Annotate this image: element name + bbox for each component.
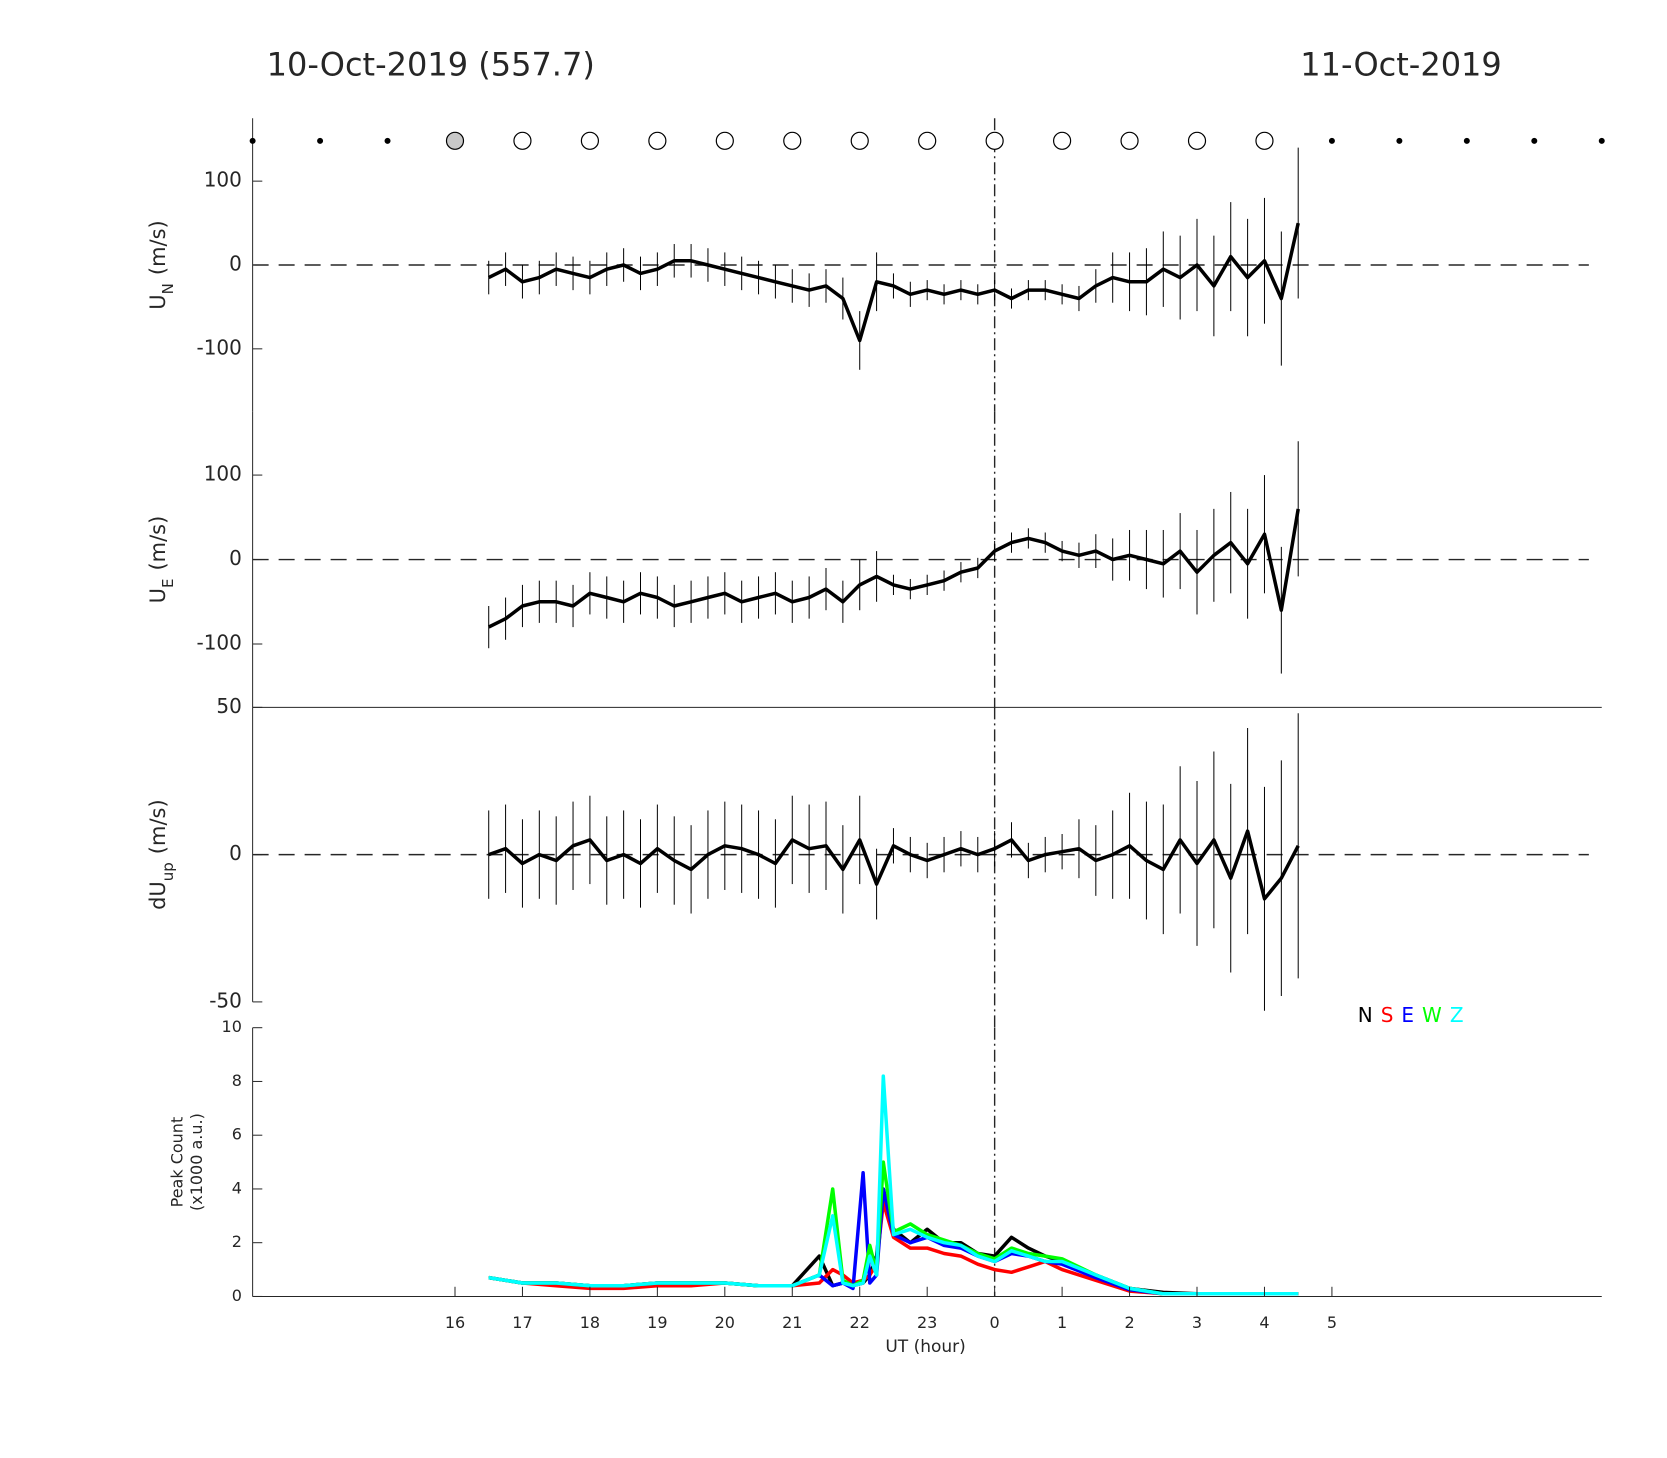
sky-marker — [648, 131, 667, 150]
sky-marker — [513, 131, 532, 150]
legend-entry: W — [1422, 1002, 1442, 1026]
sky-marker — [715, 131, 734, 150]
series-line — [488, 829, 1300, 901]
y-tick-label: 100 — [204, 168, 242, 192]
series-line — [488, 1187, 1299, 1296]
y-tick-label: 50 — [216, 694, 241, 718]
sky-marker — [850, 131, 869, 150]
y-tick-label: -100 — [196, 335, 241, 359]
x-tick-label: 18 — [580, 1313, 600, 1332]
y-tick-label: -50 — [209, 988, 242, 1012]
sky-marker — [1531, 137, 1538, 144]
series-line — [487, 222, 1300, 343]
x-tick-label: 5 — [1327, 1313, 1337, 1332]
y-label-text: Peak Count — [167, 1117, 186, 1208]
y-tick-label: 0 — [229, 841, 242, 865]
y-label: Peak Count — [167, 1117, 186, 1208]
title: 10-Oct-2019 (557.7) — [267, 46, 595, 84]
x-tick-label: 16 — [445, 1313, 465, 1332]
sky-marker — [1120, 131, 1139, 150]
y-tick-label: 2 — [232, 1232, 242, 1251]
sky-marker — [1255, 131, 1274, 150]
x-tick-label: 22 — [850, 1313, 870, 1332]
y-tick-label: 0 — [232, 1286, 242, 1305]
y-label-unit: (m/s) — [146, 799, 170, 854]
y-label: UE (m/s) — [146, 516, 177, 604]
series-line — [488, 1074, 1299, 1296]
y-label-text: U — [146, 588, 170, 603]
x-label: UT (hour) — [885, 1337, 965, 1357]
sky-marker — [1598, 137, 1605, 144]
x-tick-label: 3 — [1192, 1313, 1202, 1332]
y-label: UN (m/s) — [146, 220, 177, 309]
x-tick-label: 21 — [782, 1313, 802, 1332]
y-tick-label: 0 — [229, 546, 242, 570]
series-line — [487, 508, 1300, 629]
x-tick-label: 1 — [1057, 1313, 1067, 1332]
y-label-sub: E — [159, 579, 177, 588]
x-tick-label: 2 — [1124, 1313, 1134, 1332]
y-tick-label: 6 — [232, 1125, 242, 1144]
series-line — [488, 1200, 1299, 1296]
x-tick-label: 17 — [512, 1313, 532, 1332]
sky-marker — [918, 131, 937, 150]
subtitle: 11-Oct-2019 — [1300, 46, 1501, 84]
x-tick-label: 0 — [990, 1313, 1000, 1332]
y-label-text: U — [146, 294, 170, 309]
x-tick-label: 4 — [1259, 1313, 1269, 1332]
x-tick-label: 20 — [715, 1313, 735, 1332]
sky-marker — [384, 137, 391, 144]
sky-marker — [1187, 131, 1207, 150]
sky-marker — [1328, 137, 1335, 144]
sky-marker — [317, 137, 324, 144]
sky-marker — [580, 131, 600, 150]
y-tick-label: 100 — [204, 462, 242, 486]
y-label-unit: (x1000 a.u.) — [187, 1113, 206, 1211]
y-tick-label: 10 — [222, 1017, 242, 1036]
legend-entry: Z — [1450, 1002, 1464, 1026]
x-tick-label: 23 — [917, 1313, 937, 1332]
sky-marker — [1052, 131, 1072, 150]
legend-entry: N — [1358, 1002, 1373, 1026]
sky-marker — [783, 131, 802, 150]
y-label-unit: (m/s) — [146, 220, 170, 275]
y-label-unit: (m/s) — [146, 516, 170, 571]
sky-marker — [445, 131, 465, 150]
y-label-text: dU — [146, 881, 170, 910]
y-tick-label: -100 — [196, 631, 241, 655]
sky-marker — [1396, 137, 1403, 144]
y-tick-label: 8 — [232, 1071, 242, 1090]
legend-entry: S — [1381, 1002, 1394, 1026]
y-label-sub: up — [159, 862, 177, 881]
y-tick-label: 4 — [232, 1178, 242, 1197]
legend-entry: E — [1401, 1002, 1414, 1026]
y-tick-label: 0 — [229, 251, 242, 275]
y-label-sub: N — [159, 283, 177, 294]
y-label: dUup (m/s) — [146, 799, 177, 910]
sky-marker — [1463, 137, 1470, 144]
sky-marker — [985, 131, 1004, 150]
sky-marker — [249, 137, 256, 144]
x-tick-label: 19 — [647, 1313, 667, 1332]
